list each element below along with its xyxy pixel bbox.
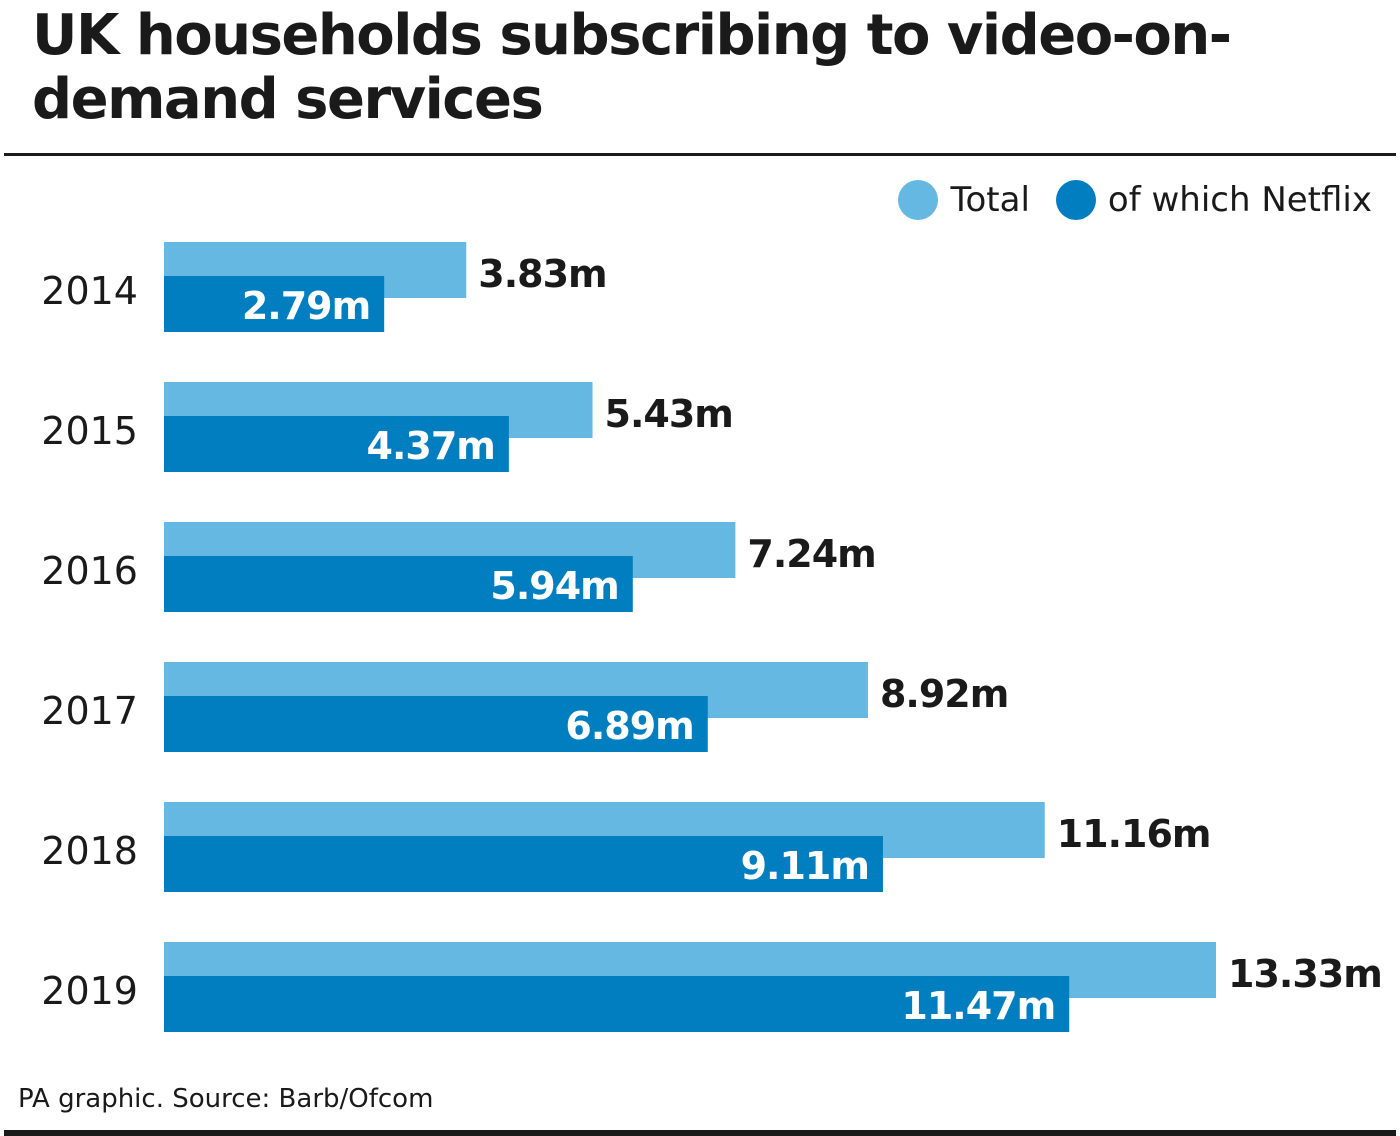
legend-label-netflix: of which Netflix (1107, 180, 1372, 220)
legend-item-total: Total (898, 180, 1030, 220)
title-divider (4, 153, 1396, 156)
bar-netflix-2017 (164, 696, 708, 752)
bar-netflix-2015 (164, 416, 509, 472)
legend-item-netflix: of which Netflix (1055, 180, 1372, 220)
bar-netflix-2018 (164, 836, 883, 892)
legend-label-total: Total (950, 180, 1030, 220)
legend-swatch-total (898, 180, 939, 220)
category-label-2018: 2018 (41, 829, 138, 873)
data-label-netflix-2019: 11.47m (901, 984, 1055, 1028)
data-label-netflix-2015: 4.37m (367, 424, 495, 468)
data-label-netflix-2014: 2.79m (242, 284, 370, 328)
data-label-total-2015: 5.43m (605, 392, 733, 436)
data-label-total-2017: 8.92m (880, 672, 1008, 716)
data-label-total-2016: 7.24m (747, 532, 875, 576)
data-label-total-2014: 3.83m (478, 252, 606, 296)
data-label-netflix-2017: 6.89m (565, 704, 693, 748)
bar-netflix-2014 (164, 276, 385, 332)
category-label-2016: 2016 (41, 549, 138, 593)
category-label-2015: 2015 (41, 409, 138, 453)
chart-legend: Total of which Netflix (872, 180, 1372, 220)
data-label-total-2018: 11.16m (1057, 812, 1211, 856)
data-label-netflix-2016: 5.94m (490, 564, 618, 608)
category-label-2014: 2014 (41, 269, 138, 313)
legend-swatch-netflix (1055, 180, 1096, 220)
bar-netflix-2019 (164, 976, 1070, 1032)
bottom-divider (4, 1130, 1396, 1136)
data-label-total-2019: 13.33m (1228, 952, 1382, 996)
category-label-2017: 2017 (41, 689, 138, 733)
bar-netflix-2016 (164, 556, 633, 612)
category-label-2019: 2019 (41, 969, 138, 1013)
chart-title: UK households subscribing to video-on-de… (32, 3, 1232, 132)
source-note: PA graphic. Source: Barb/Ofcom (18, 1084, 434, 1114)
data-label-netflix-2018: 9.11m (741, 844, 869, 888)
